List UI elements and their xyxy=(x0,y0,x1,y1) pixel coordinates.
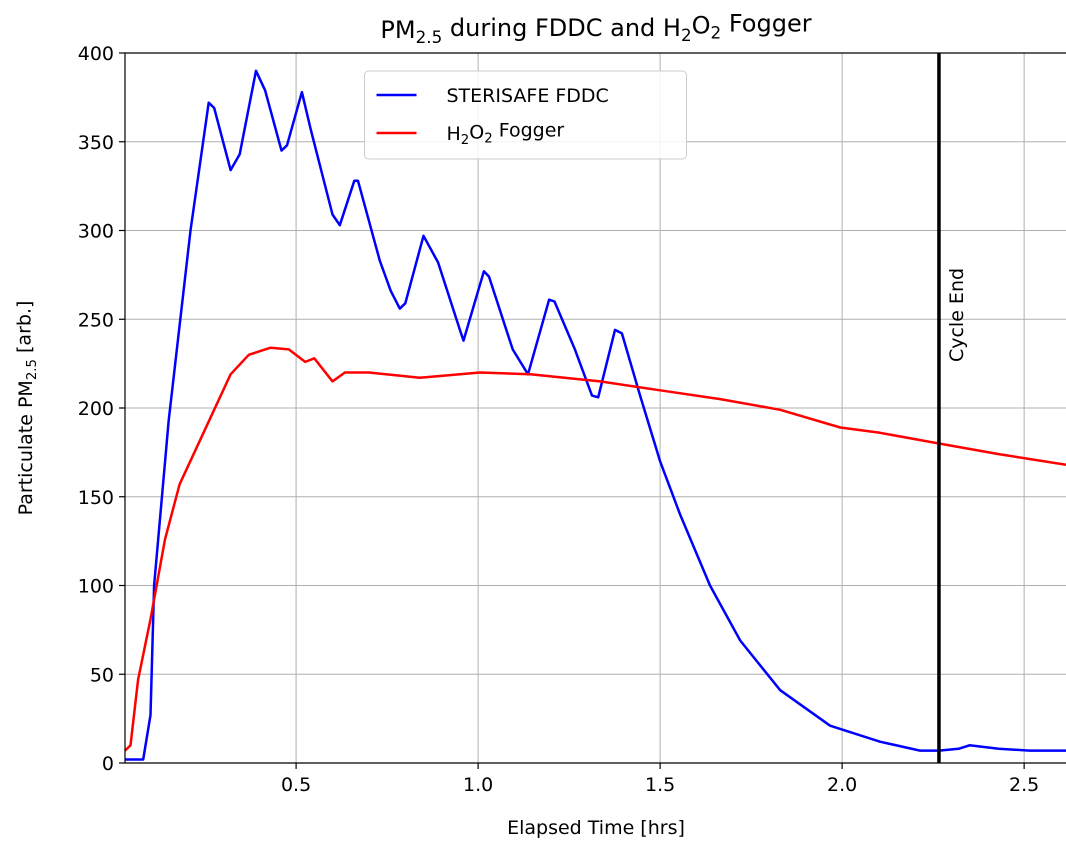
y-tick-label: 50 xyxy=(90,664,114,686)
y-tick-label: 0 xyxy=(102,753,114,775)
chart-title: PM2.5 during FDDC and H2O2 Fogger xyxy=(380,10,811,48)
legend-label: STERISAFE FDDC xyxy=(447,85,609,107)
y-tick-label: 150 xyxy=(78,487,114,509)
x-tick-label: 0.5 xyxy=(281,774,311,796)
legend-label: H2O2 Fogger xyxy=(447,120,565,148)
annotation-label: Cycle End xyxy=(946,268,968,362)
y-tick-label: 300 xyxy=(78,221,114,243)
x-axis-label: Elapsed Time [hrs] xyxy=(507,817,685,839)
data-line xyxy=(124,346,1066,752)
y-axis-label: Particulate PM2.5 [arb.] xyxy=(13,301,40,516)
axes-frame xyxy=(124,52,1066,764)
x-tick-label: 1.0 xyxy=(463,774,493,796)
x-tick-label: 2.0 xyxy=(827,774,857,796)
data-line xyxy=(125,69,1066,761)
y-tick-label: 400 xyxy=(78,43,114,65)
y-tick-label: 100 xyxy=(78,576,114,598)
x-tick-label: 2.5 xyxy=(1009,774,1039,796)
y-tick-label: 200 xyxy=(78,398,114,420)
legend: STERISAFE FDDC H2O2 Fogger xyxy=(364,70,687,160)
legend-box xyxy=(364,70,687,160)
x-tick-label: 1.5 xyxy=(645,774,675,796)
y-tick-label: 350 xyxy=(78,132,114,154)
y-tick-label: 250 xyxy=(78,309,114,331)
